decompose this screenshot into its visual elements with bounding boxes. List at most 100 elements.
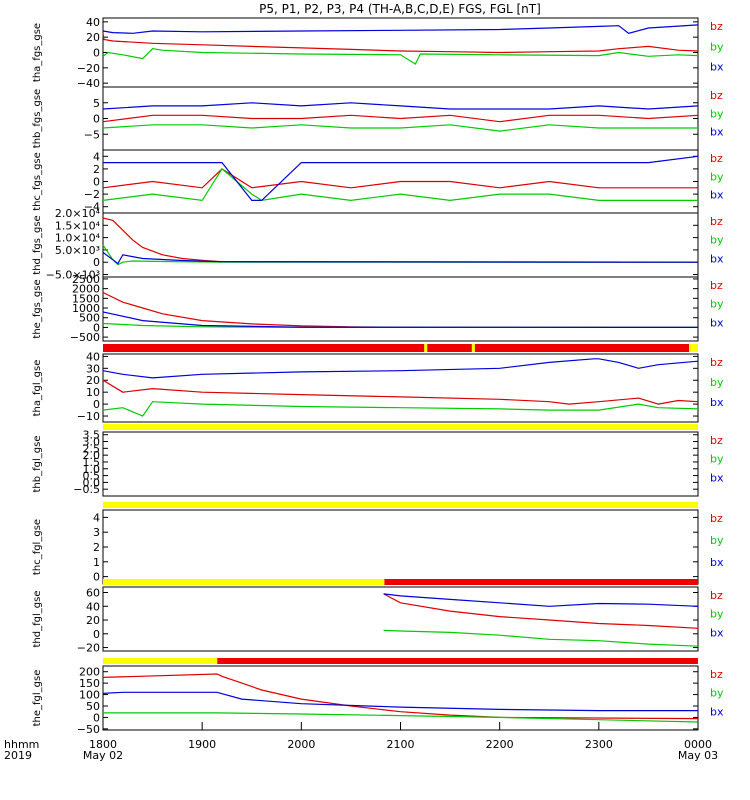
panel-thb_fgs_gse: 5 0 −5 thb_fgs_gse bz by bx — [32, 86, 724, 151]
series-bx — [102, 311, 699, 328]
chart-title: P5, P1, P2, P3, P4 (TH-A,B,C,D,E) FGS, F… — [259, 2, 541, 16]
y-tick-label: 0 — [93, 113, 100, 126]
y-tick-label: 60 — [86, 587, 100, 600]
series-by — [102, 48, 699, 65]
legend-bz: bz — [710, 668, 723, 681]
status-bar-segment — [384, 579, 698, 585]
y-tick-label: −0.5 — [73, 483, 100, 496]
y-tick-label: 2000 — [72, 283, 100, 296]
series-bx — [103, 155, 699, 201]
series-bx — [102, 691, 698, 712]
legend-bz: bz — [710, 89, 723, 102]
legend-bx: bx — [710, 189, 724, 202]
legend-bz: bz — [710, 356, 723, 369]
panel-frame — [102, 276, 699, 342]
y-tick-label: 50 — [86, 700, 100, 713]
x-axis: hhmm 2019 May 02 May 03 1800 1900 2000 2100… — [4, 722, 718, 762]
y-axis-label: thc_fgs_gse — [32, 152, 43, 211]
y-tick-label: −40 — [77, 77, 100, 90]
y-tick-label: 4 — [93, 511, 100, 524]
status-bar-segment — [103, 658, 218, 664]
y-tick-label: −20 — [77, 642, 100, 655]
y-tick-label: 1 — [93, 556, 100, 569]
panel-frame — [102, 586, 699, 652]
x-tick-label: 2300 — [585, 738, 613, 751]
legend-bx: bx — [710, 252, 724, 265]
y-tick-label: 2.5 — [83, 442, 101, 455]
y-axis-label: thd_fgs_gse — [32, 215, 43, 274]
y-axis-label: thc_fgl_gse — [32, 519, 43, 575]
x-axis-corner-label: hhmm — [4, 738, 39, 751]
y-tick-label: 150 — [79, 677, 100, 690]
legend-bz: bz — [710, 152, 723, 165]
legend-bx: bx — [710, 316, 724, 329]
y-tick-label: 0 — [93, 571, 100, 584]
panel-frame — [102, 431, 699, 497]
legend-bz: bz — [710, 589, 723, 602]
x-tick-label: 1900 — [188, 738, 216, 751]
y-tick-label: 40 — [86, 16, 100, 29]
y-tick-label: 0.0 — [83, 476, 101, 489]
legend-bx: bx — [710, 126, 724, 139]
y-tick-label: 0 — [93, 256, 100, 269]
y-tick-label: 3 — [93, 526, 100, 539]
x-tick-label: 2200 — [486, 738, 514, 751]
y-tick-label: 10 — [86, 386, 100, 399]
series-by — [102, 124, 698, 132]
legend-bz: bz — [710, 279, 723, 292]
legend-by: by — [710, 298, 724, 311]
y-tick-label: 3.5 — [83, 429, 101, 442]
legend-by: by — [710, 234, 724, 247]
y-axis-label: the_fgl_gse — [32, 670, 43, 727]
series-bz — [102, 291, 699, 328]
panel-thc_fgs_gse: 420−2−4 thc_fgs_gse bz by bx — [32, 149, 724, 214]
y-tick-label: 2 — [93, 163, 100, 176]
series-bz — [102, 33, 699, 54]
y-tick-label: 0 — [93, 176, 100, 189]
legend-bx: bx — [710, 556, 724, 569]
series-bx — [102, 102, 699, 110]
legend-by: by — [710, 170, 724, 183]
y-tick-label: −5 — [84, 128, 100, 141]
status-bar-segment — [103, 344, 425, 352]
y-axis-label: thb_fgs_gse — [32, 89, 43, 148]
y-tick-label: 20 — [86, 614, 100, 627]
legend-bz: bz — [710, 215, 723, 228]
y-tick-label: 0 — [93, 321, 100, 334]
legend-bz: bz — [710, 20, 723, 33]
y-tick-label: 0 — [93, 398, 100, 411]
panel-frame — [102, 353, 699, 423]
status-bars — [103, 344, 699, 664]
legend-bx: bx — [710, 705, 724, 718]
legend-by: by — [710, 453, 724, 466]
y-tick-label: 2.0×10⁴ — [55, 207, 101, 220]
y-tick-label: −2 — [84, 188, 100, 201]
series-bz — [102, 673, 699, 720]
panel-tha_fgs_gse: 40 20 0 −20 −40 tha_fgs_gse bz by bx — [32, 16, 724, 90]
series-bx — [102, 358, 699, 379]
y-tick-label: 0 — [93, 711, 100, 724]
y-tick-label: 1.5×10⁴ — [55, 219, 101, 232]
legend-by: by — [710, 107, 724, 120]
legend-bx: bx — [710, 626, 724, 639]
y-tick-label: 2 — [93, 541, 100, 554]
y-axis-label: tha_fgs_gse — [32, 23, 43, 82]
series-by — [383, 629, 699, 647]
panel-frame — [102, 509, 699, 585]
x-tick-label: 0000 — [684, 738, 712, 751]
y-tick-label: 1.0 — [83, 463, 101, 476]
legend-bx: bx — [710, 471, 724, 484]
legend-bx: bx — [710, 61, 724, 74]
y-tick-label: −5.0×10³ — [46, 269, 100, 282]
series-by — [102, 167, 698, 202]
status-bar-segment — [217, 658, 699, 664]
y-tick-label: 1500 — [72, 292, 100, 305]
y-tick-label: 2.0 — [83, 449, 101, 462]
x-axis-corner-year: 2019 — [4, 749, 32, 762]
status-bar-segment — [103, 579, 385, 585]
